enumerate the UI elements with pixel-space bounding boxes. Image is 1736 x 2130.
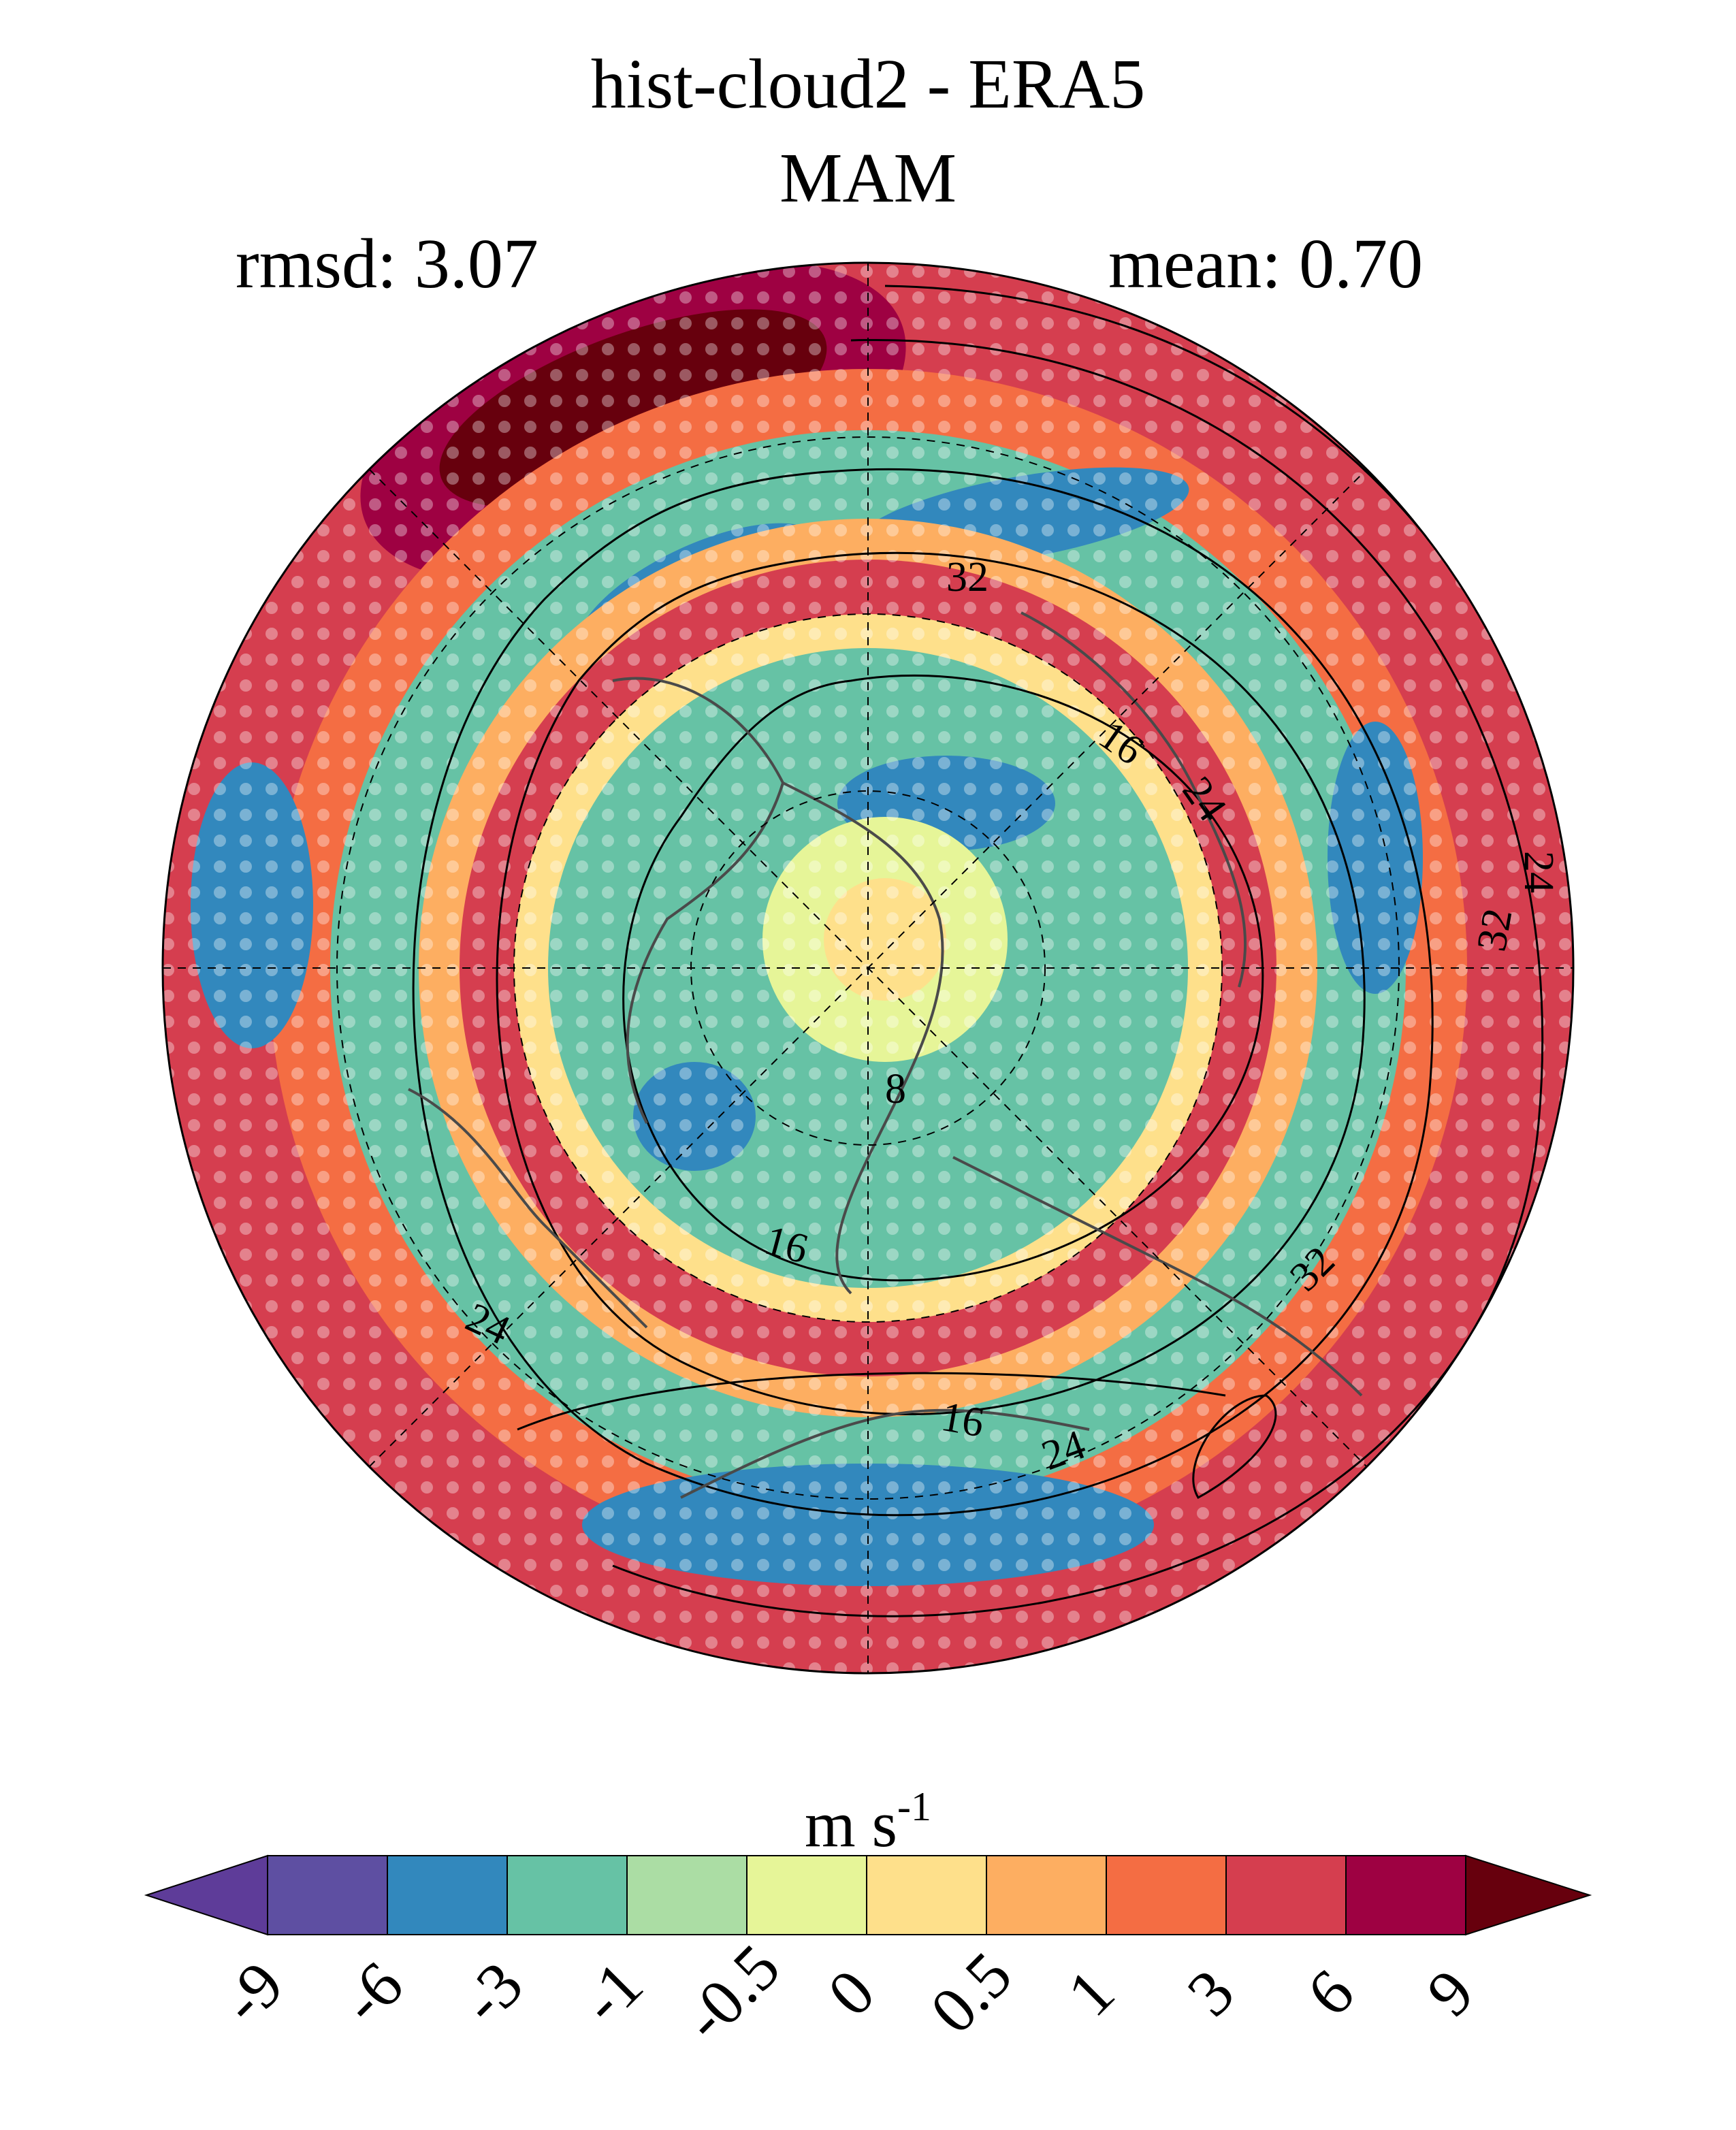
colorbar-segments — [144, 1854, 1592, 1936]
colorbar-segment — [986, 1855, 1107, 1935]
colorbar-extend-high — [1465, 1854, 1592, 1936]
units-base: m s — [804, 1788, 898, 1860]
contour-label: 32 — [946, 554, 988, 600]
mean-label: mean: 0.70 — [1108, 225, 1424, 303]
contour-label: 24 — [1515, 851, 1562, 893]
colorbar-tick-label: 3 — [1173, 1955, 1248, 2030]
colorbar-tick-label: 6 — [1293, 1955, 1368, 2030]
colorbar-tick-label: -3 — [447, 1948, 536, 2037]
colorbar-segment — [626, 1855, 748, 1935]
colorbar-tick-label: 0 — [814, 1955, 888, 2030]
title-line1: hist-cloud2 - ERA5 — [590, 45, 1146, 123]
colorbar-segment — [1225, 1855, 1347, 1935]
contour-label: 8 — [885, 1066, 906, 1112]
colorbar-segment — [387, 1855, 508, 1935]
graticule — [163, 263, 1573, 1673]
colorbar-segment — [746, 1855, 867, 1935]
colorbar-segment — [267, 1855, 388, 1935]
colorbar-ticks: -9 -6 -3 -1 -0.5 0 0.5 1 3 6 9 — [207, 1930, 1488, 2054]
colorbar-units: m s-1 — [0, 1786, 1736, 1857]
units-exponent: -1 — [897, 1784, 931, 1829]
colorbar: -9 -6 -3 -1 -0.5 0 0.5 1 3 6 9 — [144, 1854, 1592, 2055]
rmsd-label: rmsd: 3.07 — [236, 225, 539, 303]
colorbar-segment — [1106, 1855, 1227, 1935]
colorbar-tick-label: 1 — [1053, 1955, 1128, 2030]
colorbar-tick-label: -9 — [207, 1948, 297, 2037]
colorbar-segment — [866, 1855, 987, 1935]
title-line2: MAM — [779, 139, 957, 217]
colorbar-tick-label: -1 — [566, 1948, 656, 2037]
coastlines — [408, 611, 1363, 1499]
polar-map: 32 16 24 24 32 8 16 24 32 16 24 — [161, 261, 1575, 1675]
colorbar-tick-label: 0.5 — [916, 1938, 1026, 2048]
contour-label: 16 — [938, 1393, 988, 1447]
colorbar-tick-label: 9 — [1413, 1955, 1488, 2030]
colorbar-tick-label: -0.5 — [669, 1930, 793, 2054]
map-border — [161, 261, 1575, 1675]
colorbar-tick-label: -6 — [327, 1948, 417, 2037]
colorbar-segment — [1345, 1855, 1466, 1935]
colorbar-extend-low — [144, 1854, 268, 1936]
colorbar-segment — [507, 1855, 628, 1935]
contour-label: 32 — [1468, 905, 1522, 955]
